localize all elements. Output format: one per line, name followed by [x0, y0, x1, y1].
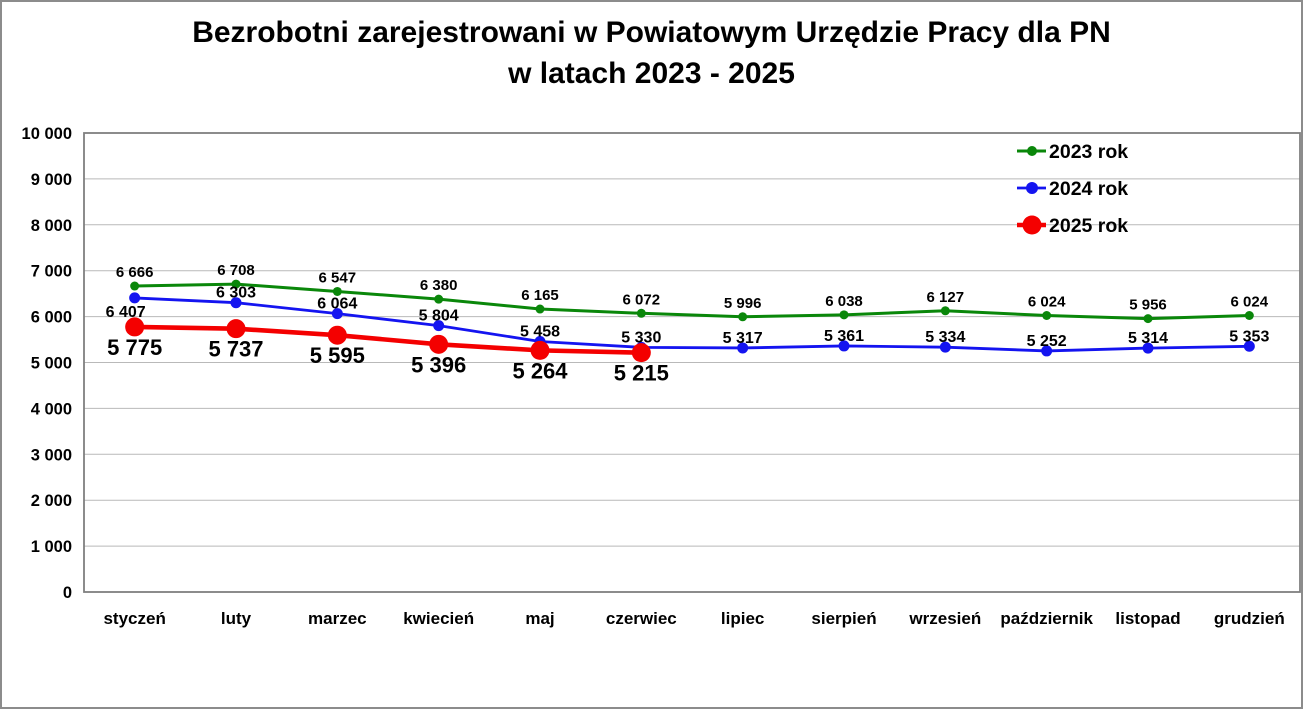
legend-label: 2025 rok [1049, 215, 1128, 237]
data-label: 5 775 [107, 335, 162, 360]
data-point [327, 325, 347, 345]
data-label: 5 361 [824, 328, 864, 345]
data-point [839, 310, 849, 320]
data-point [737, 342, 749, 354]
data-point [1243, 340, 1255, 352]
x-axis-label: maj [525, 609, 554, 628]
y-axis-label: 10 000 [22, 125, 72, 143]
data-point [129, 292, 141, 304]
data-point [1143, 314, 1153, 324]
series-line-2023-rok [134, 282, 1250, 321]
data-label: 5 737 [208, 337, 263, 362]
data-label: 6 708 [217, 262, 255, 279]
data-label: 5 334 [925, 329, 965, 346]
data-label: 6 165 [521, 287, 559, 304]
data-label: 6 380 [420, 277, 458, 294]
data-label: 5 956 [1129, 297, 1167, 314]
x-axis-label: lipiec [721, 609, 764, 628]
chart-title-line1: Bezrobotni zarejestrowani w Powiatowym U… [192, 16, 1111, 49]
series-line-2025-rok [134, 324, 642, 355]
data-point [838, 340, 850, 352]
y-axis-label: 3 000 [31, 446, 72, 464]
data-label: 6 038 [825, 293, 863, 310]
data-point [1142, 342, 1154, 354]
data-label: 5 595 [310, 343, 365, 368]
data-label: 5 264 [512, 358, 568, 383]
data-point [434, 294, 444, 304]
data-point [429, 334, 449, 354]
x-axis-label: wrzesień [908, 609, 981, 628]
data-point [130, 281, 140, 291]
data-label: 5 804 [419, 308, 459, 325]
data-label: 6 127 [927, 289, 965, 306]
y-axis-label: 4 000 [31, 400, 72, 418]
chart-title-line2: w latach 2023 - 2025 [508, 57, 795, 90]
data-point [939, 341, 951, 353]
data-label: 5 458 [520, 323, 560, 340]
y-axis-label: 1 000 [31, 538, 72, 556]
y-axis-label: 7 000 [31, 263, 72, 281]
legend-label: 2024 rok [1049, 178, 1128, 200]
legend-item: 2025 rok [1017, 215, 1128, 237]
data-point [226, 319, 246, 339]
data-point [530, 340, 550, 360]
data-point [331, 308, 343, 320]
x-axis-label: czerwiec [606, 609, 677, 628]
legend-label: 2023 rok [1049, 141, 1128, 163]
x-axis-label: sierpień [811, 609, 876, 628]
data-label: 6 407 [106, 304, 146, 321]
data-point [231, 279, 241, 289]
x-axis-label: październik [1000, 609, 1093, 628]
legend-item: 2024 rok [1017, 178, 1128, 200]
data-point [738, 312, 748, 322]
x-axis-label: listopad [1115, 609, 1180, 628]
data-label: 5 353 [1229, 328, 1269, 345]
data-point [125, 317, 145, 337]
x-axis-label: kwiecień [403, 609, 474, 628]
y-axis-label: 8 000 [31, 217, 72, 235]
data-label: 6 024 [1231, 293, 1269, 310]
data-point [433, 320, 445, 332]
data-label: 6 072 [623, 291, 661, 308]
legend-marker-icon [1026, 182, 1038, 194]
data-label: 6 024 [1028, 293, 1066, 310]
data-point [940, 306, 950, 316]
data-label: 5 252 [1027, 333, 1067, 350]
data-point [636, 308, 646, 318]
y-axis-label: 5 000 [31, 355, 72, 373]
legend-item: 2023 rok [1017, 141, 1128, 163]
data-label: 5 330 [621, 329, 661, 346]
data-label: 6 666 [116, 264, 154, 281]
data-point [230, 297, 242, 309]
data-label: 6 303 [216, 285, 256, 302]
data-point [1042, 310, 1052, 320]
data-label: 5 996 [724, 295, 762, 312]
data-label: 5 314 [1128, 330, 1168, 347]
legend-marker-icon [1022, 215, 1042, 235]
data-point [535, 304, 545, 314]
data-point [631, 343, 651, 363]
legend-marker-icon [1027, 146, 1037, 156]
data-label: 6 547 [319, 269, 357, 286]
data-point [1041, 345, 1053, 357]
chart-title: Bezrobotni zarejestrowani w Powiatowym U… [2, 12, 1301, 94]
data-label: 5 396 [411, 352, 466, 377]
data-label: 5 215 [614, 361, 669, 386]
data-point [332, 286, 342, 296]
data-label: 6 064 [317, 296, 357, 313]
x-axis-label: styczeń [103, 609, 165, 628]
y-axis-label: 9 000 [31, 171, 72, 189]
data-point [1244, 310, 1254, 320]
plot-border [83, 132, 1301, 593]
x-axis-label: marzec [308, 609, 367, 628]
data-label: 5 317 [723, 330, 763, 347]
x-axis-label: luty [221, 609, 252, 628]
series-line-2024-rok [134, 296, 1250, 353]
x-axis-label: grudzień [1214, 609, 1285, 628]
y-axis-label: 2 000 [31, 492, 72, 510]
y-axis-label: 6 000 [31, 309, 72, 327]
y-axis-label: 0 [63, 584, 72, 602]
